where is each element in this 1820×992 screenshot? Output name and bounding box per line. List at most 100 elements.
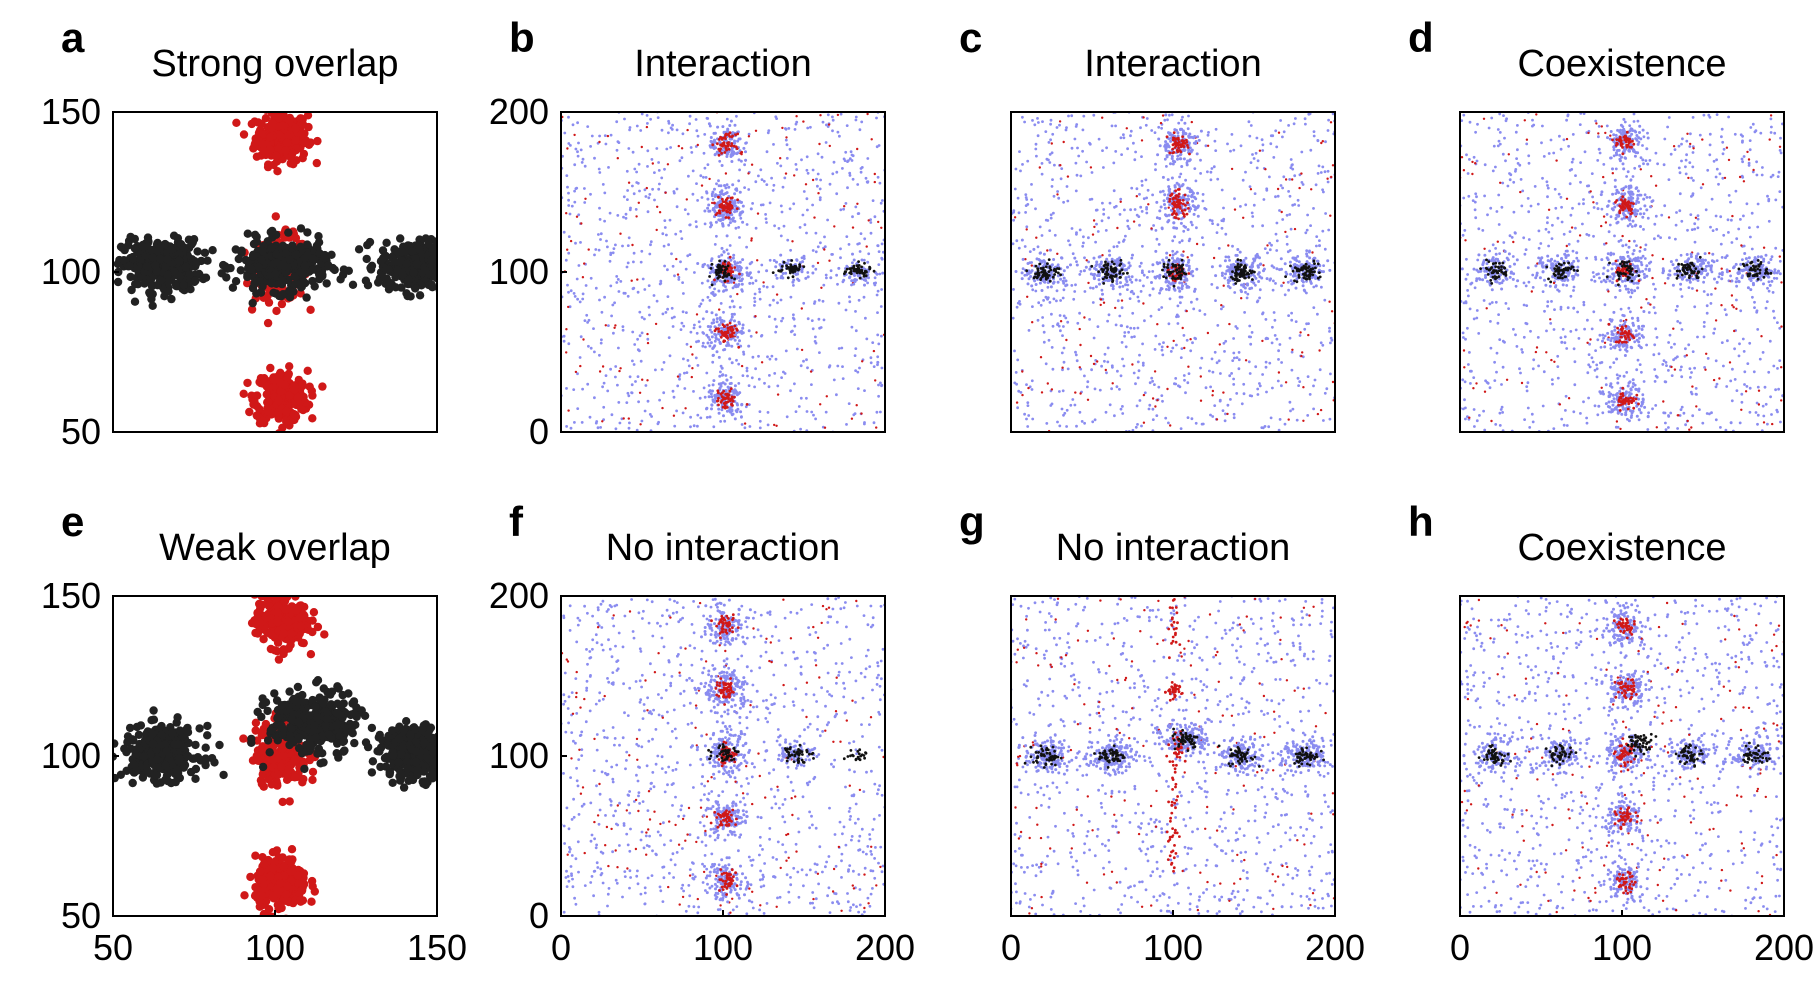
data-point (365, 237, 375, 247)
data-point (1126, 219, 1129, 223)
data-point (1237, 367, 1241, 371)
data-point (1216, 223, 1220, 227)
data-point (276, 378, 285, 388)
data-point (1242, 392, 1246, 396)
data-point (1150, 376, 1154, 380)
data-point (747, 135, 751, 138)
data-point (1055, 289, 1059, 293)
data-point (1280, 384, 1283, 388)
data-point (1270, 243, 1273, 247)
data-point (599, 426, 602, 429)
data-point (1289, 158, 1293, 161)
data-point (1042, 330, 1046, 334)
data-point (706, 206, 710, 210)
data-point (1074, 353, 1078, 357)
data-point (145, 288, 154, 297)
data-point (851, 261, 854, 265)
data-point (573, 163, 577, 167)
data-point (1296, 198, 1300, 202)
data-point (1129, 129, 1133, 133)
data-point (586, 382, 590, 386)
data-point (729, 328, 732, 331)
data-point (1025, 225, 1029, 229)
data-point (798, 226, 802, 229)
data-point (644, 195, 648, 198)
data-point (617, 401, 621, 404)
data-point (1191, 274, 1195, 278)
data-point (723, 184, 726, 187)
data-point (1232, 337, 1235, 340)
data-point (1309, 224, 1312, 228)
data-point (1312, 407, 1315, 411)
data-point (646, 399, 650, 403)
data-point (795, 347, 799, 351)
data-point (1141, 361, 1145, 365)
data-point (701, 298, 705, 302)
data-point (741, 220, 745, 224)
data-point (745, 403, 749, 406)
data-point (626, 244, 630, 248)
data-point (793, 333, 797, 336)
data-point (1151, 397, 1155, 400)
data-point (684, 267, 688, 271)
data-point (1287, 124, 1290, 127)
data-point (732, 305, 736, 309)
data-point (1027, 329, 1031, 332)
data-point (278, 241, 288, 250)
data-point (169, 267, 179, 276)
data-point (1222, 341, 1226, 345)
data-point (822, 283, 826, 287)
data-point (806, 208, 809, 212)
data-point (1187, 365, 1190, 368)
data-point (314, 232, 323, 241)
data-point (737, 382, 741, 385)
data-point (1283, 293, 1287, 297)
data-point (765, 150, 769, 154)
data-point (850, 159, 854, 162)
data-point (711, 201, 714, 205)
data-point (574, 147, 578, 151)
data-point (811, 249, 815, 252)
data-point (638, 334, 642, 338)
data-point (1226, 412, 1229, 416)
data-point (1040, 162, 1044, 165)
data-point (630, 383, 634, 387)
data-point (274, 113, 284, 123)
data-point (715, 182, 718, 186)
data-point (877, 394, 880, 398)
data-point (1183, 378, 1186, 382)
data-point (421, 234, 430, 243)
data-point (1030, 388, 1034, 391)
data-point (1227, 281, 1230, 285)
data-point (1171, 346, 1175, 350)
data-point (1326, 129, 1330, 132)
data-point (1215, 361, 1219, 365)
data-point (1112, 161, 1116, 165)
data-point (256, 288, 266, 297)
data-point (632, 251, 636, 255)
data-point (1199, 366, 1202, 370)
data-point (1323, 170, 1327, 174)
data-point (1031, 288, 1035, 292)
data-point (1328, 417, 1332, 421)
data-point (843, 159, 847, 163)
data-point (728, 202, 732, 205)
data-point (1127, 330, 1130, 334)
data-point (850, 279, 854, 283)
data-point (1122, 133, 1125, 137)
data-point (720, 373, 724, 377)
data-point (728, 321, 732, 325)
data-point (754, 226, 758, 230)
data-point (1273, 318, 1277, 322)
data-point (788, 207, 792, 211)
data-point (847, 402, 851, 405)
data-point (729, 196, 733, 200)
data-point (1327, 118, 1330, 122)
data-point (1079, 343, 1082, 347)
data-point (735, 187, 738, 191)
data-point (1136, 326, 1140, 330)
data-point (249, 239, 259, 249)
data-point (748, 281, 752, 285)
data-point (1277, 428, 1281, 432)
data-point (660, 128, 664, 132)
